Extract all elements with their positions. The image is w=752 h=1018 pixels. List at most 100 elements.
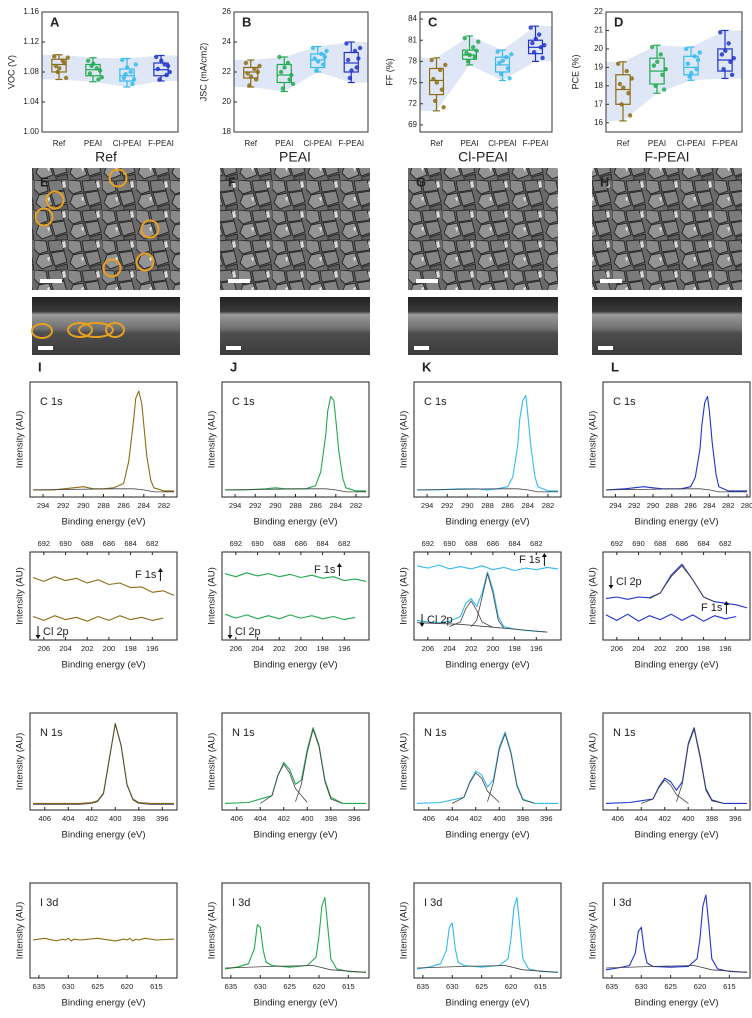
plot-frame [221, 712, 370, 811]
plot-frame [602, 712, 751, 811]
data-point [729, 72, 735, 77]
y-axis-label: Intensity (AU) [207, 733, 218, 791]
data-point [498, 71, 504, 77]
x-tick-label: 200 [487, 644, 500, 653]
spectrum-line [605, 727, 747, 804]
x-tick-label: 288 [289, 501, 302, 510]
data-point [728, 59, 733, 65]
y-axis-label: FF (%) [384, 58, 394, 86]
x-tick-label: 635 [417, 982, 430, 991]
data-point [721, 67, 726, 72]
x2-tick-label: 688 [465, 539, 478, 548]
data-point [164, 72, 169, 78]
y-tick-label: 1.00 [23, 127, 39, 136]
sem-cross-section [592, 297, 742, 355]
x-tick-label: 284 [522, 501, 535, 510]
y-axis-label: Intensity (AU) [207, 902, 218, 960]
x-tick-label: 290 [461, 501, 474, 510]
x-tick-label: 630 [446, 982, 459, 991]
y-axis-label: Intensity (AU) [399, 733, 410, 791]
panel-label: K [422, 359, 432, 374]
sample-name: Cl-PEAI [458, 149, 508, 165]
x-tick-label: 406 [422, 814, 435, 823]
data-point [324, 48, 329, 54]
data-point [154, 54, 159, 60]
x-tick-label: 204 [632, 644, 645, 653]
panel-label: I [38, 359, 42, 374]
x-tick-label: 286 [684, 501, 697, 510]
data-point [650, 44, 655, 50]
data-point [280, 86, 286, 91]
data-point [653, 83, 658, 89]
data-point [91, 61, 96, 66]
data-point [537, 32, 542, 37]
scale-bar [414, 346, 429, 350]
x-tick-label: F-PEAI [712, 139, 738, 148]
range-band [234, 42, 368, 92]
x2-tick-label: 692 [230, 539, 243, 548]
data-point [530, 40, 535, 46]
defect-marker [105, 322, 125, 338]
x-tick-label: PEAI [648, 139, 666, 148]
y-tick-label: 72 [408, 99, 417, 108]
spectrum-line [32, 488, 174, 493]
y-tick-label: 19 [594, 62, 603, 71]
x-tick-label: 620 [313, 982, 326, 991]
panel-label: G [416, 174, 426, 189]
data-point [689, 70, 694, 76]
x-tick-label: 280 [741, 501, 752, 510]
plot-frame [602, 551, 751, 641]
y-tick-label: 18 [594, 81, 603, 90]
x-tick-label: PEAI [460, 139, 478, 148]
x2-tick-label: 684 [316, 539, 329, 548]
x-tick-label: 202 [465, 644, 478, 653]
data-point [55, 69, 60, 75]
spectrum-line [32, 937, 175, 942]
x-axis-label: Binding energy (eV) [254, 517, 338, 528]
data-point [429, 57, 434, 63]
spectrum-line [605, 613, 737, 622]
data-point [694, 67, 699, 72]
y-tick-label: 75 [408, 78, 417, 87]
spectrum-line [452, 772, 500, 804]
data-point [462, 35, 467, 41]
panel-label: J [230, 359, 237, 374]
annotation: F 1s [135, 569, 157, 581]
x-tick-label: 290 [77, 501, 90, 510]
x-tick-label: 292 [249, 501, 262, 510]
x-tick-label: Ref [430, 139, 443, 148]
x-tick-label: 398 [132, 814, 145, 823]
data-point [472, 54, 478, 60]
range-band [420, 26, 552, 111]
x-tick-label: Ref [245, 139, 258, 148]
x2-tick-label: 686 [487, 539, 500, 548]
plot-frame [413, 882, 562, 979]
data-point [285, 60, 291, 66]
data-point [52, 54, 57, 59]
x-tick-label: 200 [295, 644, 308, 653]
data-point [660, 72, 665, 77]
x-tick-label: 204 [251, 644, 264, 653]
x-tick-label: 625 [91, 982, 104, 991]
x2-tick-label: 686 [676, 539, 689, 548]
y-axis-label: Intensity (AU) [15, 902, 26, 960]
x-tick-label: 635 [225, 982, 238, 991]
annotation: Cl 2p [616, 576, 642, 588]
x-tick-label: 196 [719, 644, 732, 653]
data-point [507, 76, 512, 81]
sem-top-view [32, 168, 180, 290]
x-tick-label: 404 [446, 814, 459, 823]
annotation: F 1s [314, 564, 336, 576]
y-tick-label: 1.12 [23, 37, 39, 46]
x-tick-label: 286 [501, 501, 514, 510]
x-tick-label: 206 [230, 644, 243, 653]
x-tick-label: 294 [609, 501, 622, 510]
defect-marker [31, 323, 53, 339]
y-tick-label: 17 [594, 99, 603, 108]
x-tick-label: 630 [635, 982, 648, 991]
panel-label: F [228, 174, 236, 189]
arrow-head [336, 563, 342, 567]
x-tick-label: 294 [37, 501, 50, 510]
x-axis-label: Binding energy (eV) [446, 517, 530, 528]
annotation: Cl 2p [43, 626, 69, 638]
